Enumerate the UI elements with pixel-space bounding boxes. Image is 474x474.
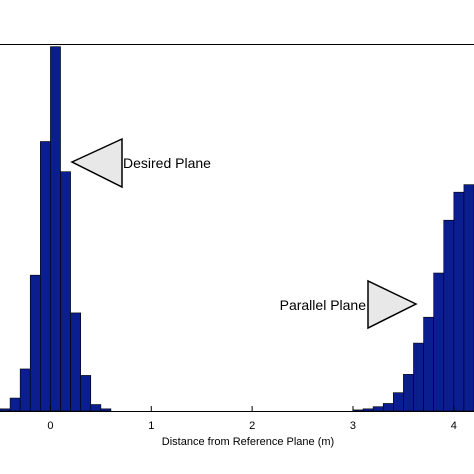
histogram-bar: [372, 406, 384, 412]
histogram-bar: [40, 141, 51, 412]
x-axis-label: Distance from Reference Plane (m): [162, 436, 334, 448]
histogram-bar: [60, 171, 71, 412]
histogram-bar: [423, 316, 434, 412]
x-tick-label: 0: [47, 420, 53, 432]
x-axis-ticks: 0 1 2 3 4: [47, 406, 457, 432]
desired-plane-arrow: [70, 137, 123, 189]
histogram-bar: [9, 397, 21, 412]
desired-plane-label: Desired Plane: [123, 155, 211, 171]
histogram-bar: [393, 392, 404, 412]
histogram-bar: [453, 191, 465, 412]
histogram-bar: [90, 404, 102, 412]
histogram-bar: [70, 312, 81, 412]
histogram-bar: [463, 184, 474, 412]
histogram-bar: [352, 409, 364, 412]
histogram-bar: [19, 368, 31, 412]
histogram-bars: [0, 46, 474, 412]
x-tick-label: 3: [350, 420, 356, 432]
parallel-plane-arrow: [367, 279, 418, 330]
x-tick-label: 1: [148, 420, 154, 432]
histogram-bar: [0, 408, 11, 412]
histogram-bar: [362, 408, 374, 412]
annotation-desired-plane: Desired Plane: [70, 137, 211, 189]
histogram-bar: [433, 272, 445, 412]
x-tick-label: 4: [451, 420, 457, 432]
histogram-bar: [413, 342, 424, 412]
histogram-bar: [50, 46, 61, 412]
x-tick-label: 2: [249, 420, 255, 432]
histogram-bar: [100, 408, 112, 412]
histogram-bar: [403, 374, 414, 412]
parallel-plane-label: Parallel Plane: [280, 297, 367, 313]
histogram-bar: [29, 274, 41, 412]
histogram-bar: [80, 375, 92, 412]
histogram-bar: [443, 219, 455, 412]
histogram-bar: [382, 403, 394, 412]
annotation-parallel-plane: Parallel Plane: [280, 279, 418, 330]
